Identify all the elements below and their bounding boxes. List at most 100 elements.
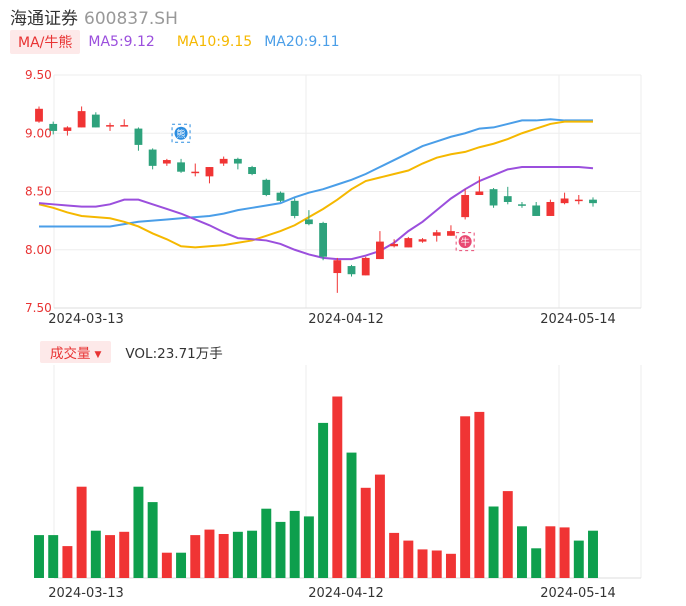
candle-body — [304, 219, 313, 225]
bear-marker-frame — [171, 123, 191, 143]
candle-body — [475, 191, 484, 195]
volume-bar — [133, 486, 144, 578]
candle-body — [262, 179, 271, 195]
candle-body — [290, 200, 299, 216]
price-tick-label: 8.50 — [25, 185, 52, 199]
candle-body — [91, 114, 100, 128]
candle-body — [574, 199, 583, 202]
candle-body — [219, 158, 228, 164]
ma5-line — [38, 166, 594, 261]
volume-bar — [517, 526, 527, 578]
price-tick-label: 7.50 — [25, 301, 52, 315]
candle-body — [134, 128, 143, 145]
candle-body — [432, 232, 441, 236]
volume-bar — [332, 396, 343, 578]
volume-date-label: 2024-03-13 — [48, 586, 124, 601]
candle-body — [447, 231, 455, 236]
candle-body — [35, 108, 43, 122]
volume-bar — [588, 530, 598, 578]
volume-bar — [34, 535, 44, 578]
ma-toggle-button[interactable]: MA/牛熊 — [10, 30, 81, 54]
price-date-label: 2024-03-13 — [48, 312, 124, 327]
candle-body — [162, 160, 171, 164]
candle-body — [503, 196, 512, 202]
candle-body — [518, 204, 526, 206]
volume-bar — [488, 506, 499, 578]
volume-indicator-dropdown[interactable]: 成交量 ▼ — [40, 341, 112, 363]
volume-bar — [389, 532, 400, 578]
volume-date-label: 2024-04-12 — [308, 586, 384, 601]
volume-bar — [431, 550, 442, 578]
candle-body — [77, 111, 86, 128]
candle-body — [361, 257, 370, 276]
volume-bar — [374, 474, 385, 578]
bull-marker-frame — [455, 232, 475, 252]
ma10-legend: MA10:9.15 — [176, 34, 253, 50]
bear-marker-label: 熊 — [177, 128, 186, 140]
stock-name: 海通证券 — [10, 9, 78, 29]
candle-body — [248, 167, 256, 175]
volume-bar — [218, 534, 229, 578]
candle-body — [461, 194, 470, 218]
candle-body — [106, 125, 114, 127]
candle-body — [532, 205, 541, 216]
volume-bar — [417, 549, 428, 578]
ma10-line — [38, 120, 593, 249]
candle-body — [560, 198, 569, 204]
candle-body — [148, 149, 157, 166]
candle-body — [205, 167, 214, 177]
ma5-legend: MA5:9.12 — [88, 34, 155, 50]
volume-bar — [261, 508, 272, 578]
candle-body — [418, 239, 427, 242]
ma20-legend: MA20:9.11 — [264, 34, 340, 50]
candle-body — [376, 241, 384, 260]
volume-bar — [318, 422, 329, 578]
candle-body — [333, 260, 342, 274]
volume-bar — [204, 529, 215, 578]
candle-body — [319, 222, 328, 257]
volume-bar — [346, 452, 357, 578]
volume-bar — [76, 486, 87, 578]
volume-bar — [474, 411, 485, 578]
volume-bar — [445, 553, 456, 578]
bull-marker-badge — [458, 235, 472, 249]
volume-bar — [190, 535, 201, 578]
volume-bar — [573, 540, 584, 578]
stock-title: 海通证券 600837.SH — [10, 4, 178, 29]
price-date-label: 2024-04-12 — [308, 312, 384, 327]
volume-bar — [545, 526, 556, 578]
ma20-line — [39, 118, 593, 228]
volume-bar — [62, 546, 73, 578]
price-tick-label: 8.00 — [25, 243, 52, 257]
volume-bar — [105, 535, 115, 578]
volume-bar — [176, 552, 187, 578]
volume-legend: 成交量 ▼ VOL:23.71万手 — [40, 341, 223, 363]
stock-code: 600837.SH — [84, 9, 178, 29]
bear-marker-badge — [174, 126, 188, 140]
volume-bar — [161, 552, 172, 578]
candle-body — [63, 127, 72, 131]
volume-bar — [403, 540, 414, 578]
bull-marker-label: 牛 — [461, 236, 470, 248]
candle-body — [120, 125, 129, 127]
candle-body — [589, 199, 597, 204]
volume-bar — [531, 548, 542, 578]
chevron-down-icon: ▼ — [94, 350, 102, 360]
volume-bar — [360, 487, 371, 578]
volume-toggle-label: 成交量 — [50, 346, 91, 362]
candle-body — [390, 243, 399, 247]
price-tick-label: 9.50 — [25, 68, 52, 82]
candle-body — [546, 201, 555, 216]
candle-body — [489, 189, 498, 206]
ma-legend: MA/牛熊 MA5:9.12 MA10:9.15 MA20:9.11 — [10, 30, 340, 54]
candle-body — [404, 238, 413, 248]
volume-bar — [247, 530, 258, 578]
volume-bar — [48, 535, 59, 578]
volume-bar — [147, 502, 158, 578]
price-tick-label: 9.00 — [25, 126, 52, 140]
volume-bar — [303, 516, 314, 578]
candle-body — [347, 266, 356, 275]
volume-bar — [90, 530, 101, 578]
volume-bar — [275, 521, 286, 578]
